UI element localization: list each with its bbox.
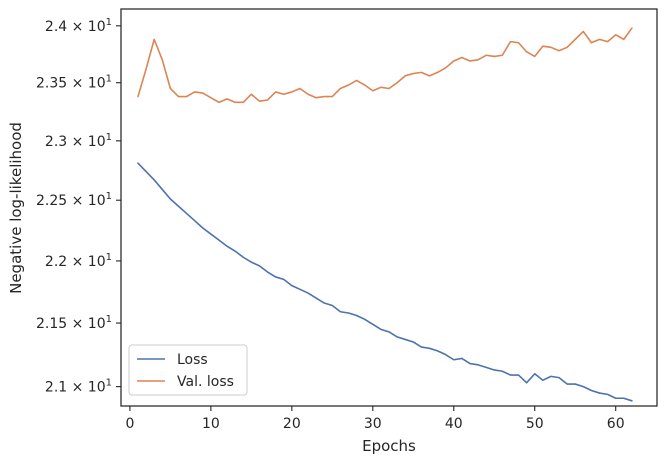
y-tick-label: 2.15 × 101 [36,314,112,332]
y-tick-label: 2.1 × 101 [45,378,112,396]
series-layer [137,27,633,402]
y-axis: 2.1 × 101 2.15 × 101 2.2 × 101 2.25 × 101 2.… [36,17,121,396]
series-line-loss [137,162,633,402]
x-tick-label: 40 [445,416,463,432]
series-line-val-loss [137,27,633,104]
x-tick-label: 30 [364,416,382,432]
plot-frame [120,8,658,407]
legend-box [128,344,248,396]
y-axis-title: Negative log-likelihood [7,122,25,294]
x-axis: 0 10 20 30 40 50 60 [125,406,625,432]
legend-label-val-loss: Val. loss [177,374,234,390]
legend-label-loss: Loss [177,352,208,368]
y-tick-label: 2.25 × 101 [36,191,112,209]
y-tick-label: 2.3 × 101 [45,132,112,150]
x-tick-label: 10 [202,416,220,432]
legend: Loss Val. loss [128,344,248,396]
y-tick-label: 2.4 × 101 [45,17,112,35]
plot-background [121,9,657,406]
x-tick-label: 50 [526,416,544,432]
x-tick-label: 20 [283,416,301,432]
y-tick-label: 2.35 × 101 [36,74,112,92]
x-tick-label: 60 [607,416,625,432]
x-tick-label: 0 [125,416,134,432]
y-tick-label: 2.2 × 101 [45,252,112,270]
x-axis-title: Epochs [362,437,416,455]
